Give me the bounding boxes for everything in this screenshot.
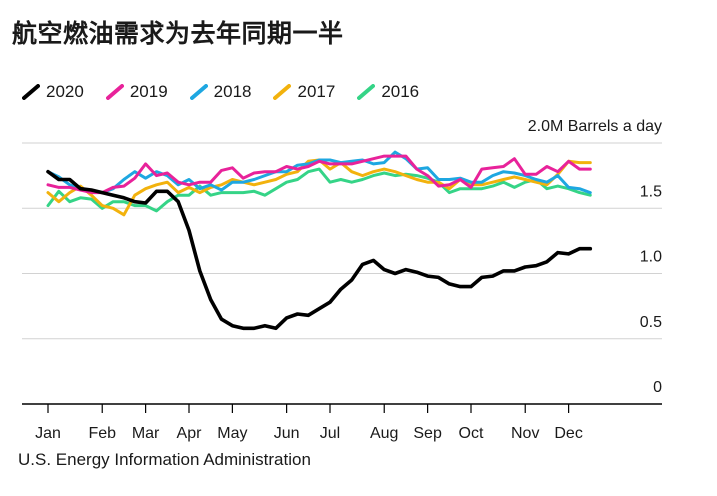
x-tick-label-jul: Jul xyxy=(320,425,340,442)
legend-swatch-2020 xyxy=(22,84,40,100)
legend: 2020 2019 2018 2017 2016 xyxy=(22,82,441,102)
legend-item-2019: 2019 xyxy=(105,82,168,102)
y-tick-label-0: 0 xyxy=(653,379,662,396)
legend-swatch-2017 xyxy=(273,84,292,100)
legend-label-2019: 2019 xyxy=(129,82,168,101)
legend-swatch-2018 xyxy=(189,84,208,100)
legend-swatch-2016 xyxy=(357,84,376,100)
x-tick-label-jun: Jun xyxy=(274,425,300,442)
x-tick-label-apr: Apr xyxy=(177,425,203,442)
legend-label-2016: 2016 xyxy=(381,82,420,101)
x-tick-label-dec: Dec xyxy=(554,425,582,442)
x-tick-label-nov: Nov xyxy=(511,425,539,442)
legend-item-2017: 2017 xyxy=(273,82,335,102)
y-tick-label-3: 1.5 xyxy=(640,183,662,200)
legend-item-2018: 2018 xyxy=(189,82,252,102)
legend-label-2017: 2017 xyxy=(297,82,336,101)
y-tick-label-4: 2.0M Barrels a day xyxy=(528,118,662,135)
x-tick-label-mar: Mar xyxy=(132,425,160,442)
y-tick-label-1: 0.5 xyxy=(640,314,662,331)
chart-title: 航空燃油需求为去年同期一半 xyxy=(12,19,344,48)
series-line-2016 xyxy=(46,167,592,213)
legend-item-2016: 2016 xyxy=(357,82,419,102)
series-line-2020 xyxy=(46,169,593,331)
x-tick-label-aug: Aug xyxy=(370,425,398,442)
legend-item-2020: 2020 xyxy=(22,82,84,102)
x-tick-label-jan: Jan xyxy=(35,425,61,442)
x-tick-label-may: May xyxy=(217,425,247,442)
series-line-2019 xyxy=(46,154,592,195)
x-tick-label-feb: Feb xyxy=(88,425,116,442)
legend-label-2018: 2018 xyxy=(213,82,252,101)
x-tick-label-oct: Oct xyxy=(459,425,484,442)
source-note: U.S. Energy Information Administration xyxy=(18,450,311,469)
series-line-2018 xyxy=(46,150,592,195)
legend-swatch-2019 xyxy=(105,84,124,100)
y-tick-label-2: 1.0 xyxy=(640,249,662,266)
legend-label-2020: 2020 xyxy=(46,82,84,101)
x-tick-label-sep: Sep xyxy=(413,425,442,442)
